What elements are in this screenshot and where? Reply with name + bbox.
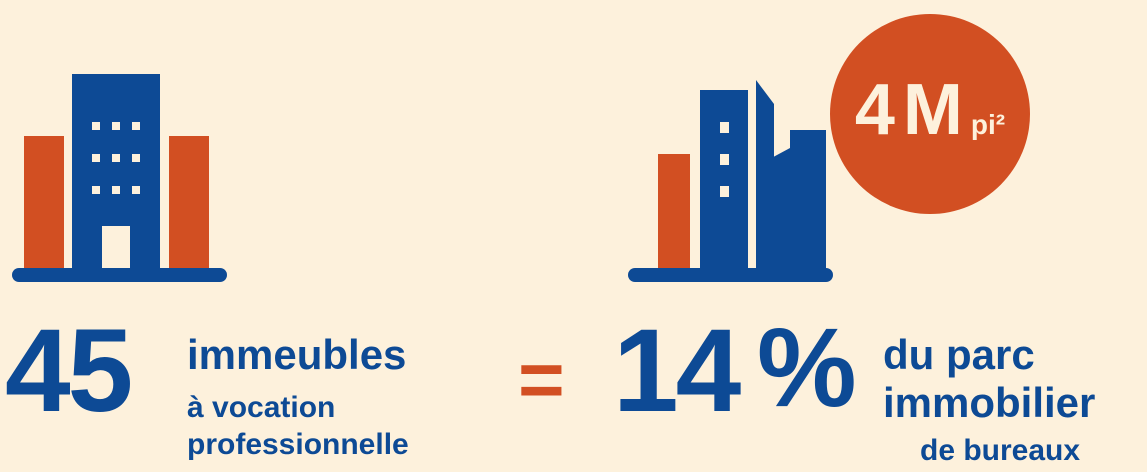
badge-value: 4 [854,70,895,150]
badge-unit: M [902,70,963,150]
stat-left-label-line2: à vocation [187,391,336,424]
stat-right-number: 14 [613,305,741,437]
city-buildings-icon [628,70,833,290]
stat-right-percent: % [757,305,857,430]
office-building-icon [12,74,227,289]
stat-right-label-line3: de bureaux [920,434,1081,467]
stat-left-number: 45 [5,305,133,437]
stat-left-label-main: immeubles [187,331,407,378]
equals-sign: = [518,335,565,424]
stat-right-label-line2: immobilier [883,379,1096,426]
badge-sub-unit: pi² [970,109,1006,140]
stat-right-label-main: du parc [883,331,1035,378]
stat-left-label-line3: professionnelle [187,428,409,461]
